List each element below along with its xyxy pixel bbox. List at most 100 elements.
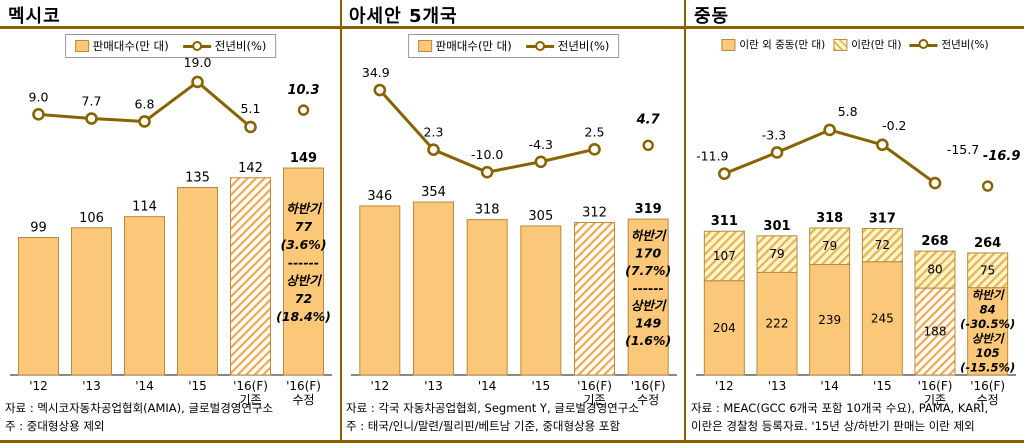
source-note: 자료 : 멕시코자동차공업협회(AMIA), 글로벌경영연구소 주 : 중대형상… [5, 400, 273, 436]
source-note: 자료 : MEAC(GCC 6개국 포함 10개국 수요), PAMA, KAR… [691, 400, 988, 436]
trend-point-isolated [297, 104, 310, 116]
x-axis-label: '14 [820, 379, 839, 393]
bar-segment-iran [914, 250, 956, 289]
bar [177, 186, 218, 376]
trend-point [191, 75, 204, 89]
bar-value-label: 318 [816, 211, 843, 226]
bar-value-label: 311 [711, 214, 738, 229]
x-axis-label: '12 [371, 379, 390, 393]
bar-annotation-line: (3.6%) [280, 237, 326, 252]
bar-value-label: 80 [927, 263, 942, 277]
bar-segment-non-iran [914, 287, 956, 376]
source-text: 자료 : 멕시코자동차공업협회(AMIA), 글로벌경영연구소 [5, 401, 274, 415]
trend-point [427, 143, 440, 156]
trend-point [373, 83, 387, 97]
trend-point-label: 5.8 [838, 104, 858, 119]
legend-label: 판매대수(만 대) [435, 39, 512, 53]
bar-value-label: 75 [980, 263, 995, 277]
bar-segment-non-iran [809, 264, 851, 376]
bar-annotation-line: 상반기 [972, 331, 1005, 345]
bar-value-label: 245 [871, 311, 894, 325]
bar-value-label: 317 [869, 211, 896, 226]
bar-annotation-line: (-30.5%) [960, 317, 1015, 331]
x-axis-label: '16(F) 수정 [631, 379, 666, 407]
legend-label: 전년비(%) [214, 39, 267, 53]
x-axis-label: '13 [82, 379, 101, 393]
chart-canvas: 99 106 114 135 142 149 하반기 77 (3.6%) ------ 상반기 72 (… [10, 55, 332, 407]
bar-value-label: 301 [763, 219, 790, 234]
x-axis-label: '12 [715, 379, 734, 393]
bar [574, 222, 615, 376]
bar-annotation-line: (-15.5%) [960, 360, 1015, 374]
bar-annotation-line: 105 [976, 346, 1000, 360]
bar-swatch-icon [721, 38, 736, 51]
trend-point [718, 167, 731, 180]
trend-line [723, 128, 936, 185]
bar-swatch-icon [417, 40, 432, 52]
legend-label: 이란(만 대) [851, 39, 902, 51]
panel-title: 멕시코 [8, 6, 61, 27]
trend-point-isolated [981, 180, 994, 192]
bar-value-label: 318 [475, 203, 500, 218]
trend-point-label: -15.7 [947, 142, 979, 157]
trend-point-label: 9.0 [29, 89, 49, 104]
trend-point-label: 2.5 [585, 124, 605, 139]
trend-point [32, 108, 45, 121]
bar [520, 225, 562, 376]
legend-label: 전년비(%) [941, 39, 989, 51]
legend-item: 이란(만 대) [833, 37, 901, 52]
legend-item: 전년비(%) [525, 38, 610, 54]
source-note: 자료 : 각국 자동차공업협회, Segment Y, 글로벌경영연구소 주 :… [346, 400, 639, 436]
trend-point-label: 19.0 [184, 55, 212, 70]
bar-annotation-line: 하반기 [286, 201, 322, 216]
legend-label: 이란 외 중동(만 대) [739, 39, 826, 51]
bar-value-label: 188 [924, 325, 947, 339]
trend-point-label-isolated: -16.9 [983, 149, 1020, 164]
panel-divider [684, 0, 686, 443]
x-axis-label: '16(F) 수정 [286, 379, 321, 407]
bar-value-label: 142 [238, 161, 263, 176]
bar [71, 227, 112, 376]
chart-canvas: 204 107 311 222 79 301 239 79 318 245 72 317 188 80 26… [696, 104, 1020, 407]
legend-label: 전년비(%) [557, 39, 610, 53]
chart-plot: 99 106 114 135 142 149 하반기 77 (3.6%) ------ 상반기 72 (… [0, 0, 341, 443]
trend-point-label: -0.2 [882, 118, 906, 133]
x-axis-label: '13 [424, 379, 443, 393]
legend-item: 전년비(%) [909, 37, 989, 52]
bar [18, 236, 59, 376]
legend: 이란 외 중동(만 대) 이란(만 대) 전년비(%) [717, 34, 993, 55]
bar-value-label: 346 [367, 189, 392, 204]
bar-annotation-line: 77 [295, 219, 313, 234]
x-axis-label: '14 [478, 379, 497, 393]
legend: 판매대수(만 대) 전년비(%) [407, 34, 620, 58]
panel-asean: 346 354 318 305 312 319 하반기 170 (7.7%) ------ 상반기 1… [341, 0, 686, 443]
bar-value-label: 79 [769, 247, 784, 261]
bar-segment-non-iran [967, 287, 1009, 376]
bar-annotation-line: (18.4%) [276, 309, 331, 324]
trend-point [770, 146, 784, 159]
legend-label: 판매대수(만 대) [92, 39, 169, 53]
bar-value-label: 239 [818, 313, 841, 327]
bar-value-label: 354 [421, 185, 446, 200]
trend-point-label: 5.1 [241, 101, 261, 116]
x-axis-label: '15 [873, 379, 892, 393]
bar-annotation-line: 하반기 [972, 288, 1005, 302]
bar-value-label: 99 [30, 220, 47, 235]
bar-value-label: 135 [185, 170, 210, 185]
trend-point-label: -4.3 [529, 137, 553, 152]
bar-annotation-line: 상반기 [286, 273, 322, 288]
source-text: 자료 : MEAC(GCC 6개국 포함 10개국 수요), PAMA, KAR… [691, 401, 989, 415]
iran-swatch-icon [833, 38, 848, 51]
note-text: 주 : 태국/인니/말련/필리핀/베트남 기준, 중대형상용 포함 [346, 418, 621, 433]
note-text: 주 : 중대형상용 제외 [5, 418, 105, 433]
bar-segment-non-iran [861, 261, 903, 376]
trend-point-label: -3.3 [762, 127, 786, 142]
chart-plot: 204 107 311 222 79 301 239 79 318 245 72 317 188 80 26… [686, 0, 1024, 443]
trend-line-swatch-icon [182, 40, 211, 52]
bar-segment-iran [861, 227, 903, 263]
bar-value-label: 268 [921, 234, 948, 249]
bottom-rule [0, 440, 1024, 443]
legend-item: 판매대수(만 대) [417, 38, 512, 54]
bar-annotation-line: 72 [295, 291, 312, 306]
trend-line-swatch-icon [909, 39, 938, 50]
